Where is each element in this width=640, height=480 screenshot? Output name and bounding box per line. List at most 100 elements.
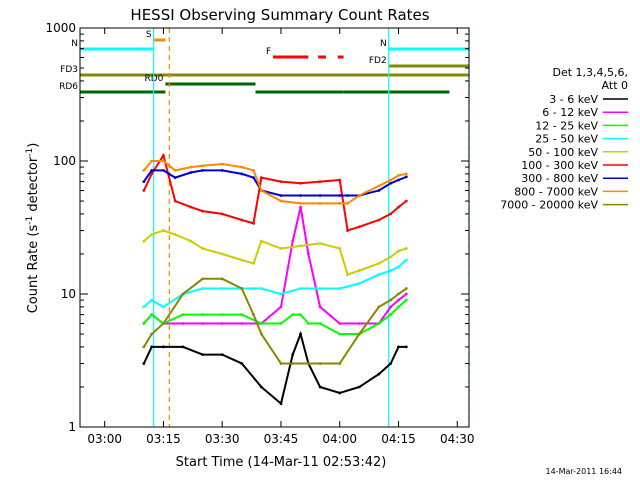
legend-entry: 300 - 800 keV (521, 172, 598, 185)
series-point (318, 322, 322, 325)
series-point (150, 233, 154, 236)
series-point (299, 287, 302, 290)
series-point (299, 244, 302, 248)
series-point (377, 305, 381, 309)
series-point (338, 362, 342, 365)
status-bar-label: N (71, 39, 78, 49)
series-point (220, 162, 224, 166)
series-line (143, 169, 407, 197)
series-point (252, 261, 255, 265)
series-point (338, 322, 342, 325)
series-point (189, 205, 193, 209)
series-point (252, 221, 255, 225)
series-point (150, 345, 154, 349)
y-tick-label: 10 (61, 287, 76, 301)
series-point (346, 273, 349, 276)
y-tick-label: 1 (68, 420, 76, 434)
series-point (201, 277, 205, 281)
series-point (252, 176, 255, 180)
series-point (404, 258, 408, 262)
legend-entry: 12 - 25 keV (535, 119, 598, 132)
series-point (279, 322, 283, 325)
series-point (404, 287, 408, 290)
series-point (397, 205, 400, 209)
series-point (318, 180, 322, 184)
series-point (299, 332, 302, 336)
series-point (291, 313, 295, 317)
series-point (201, 322, 205, 325)
series-point (279, 362, 283, 365)
y-tick-label: 1000 (45, 21, 76, 35)
legend-entry: 50 - 100 keV (528, 146, 598, 159)
x-tick-label: 03:45 (264, 432, 299, 446)
series-point (338, 287, 342, 290)
series-point (181, 345, 185, 349)
series-point (397, 345, 400, 349)
series-point (279, 180, 283, 184)
series-point (404, 298, 408, 302)
series-point (291, 353, 295, 357)
status-bar-label: FD2 (369, 56, 387, 66)
series-point (240, 218, 244, 222)
x-tick-label: 04:30 (440, 432, 475, 446)
series-point (377, 184, 381, 188)
series-point (299, 201, 302, 205)
status-bar-label: F (266, 47, 271, 57)
series-point (291, 239, 295, 243)
x-tick-label: 04:15 (381, 432, 416, 446)
series-point (404, 247, 408, 250)
x-axis-label: Start Time (14-Mar-11 02:53:42) (176, 455, 387, 470)
series-point (142, 345, 146, 349)
series-point (299, 313, 302, 317)
series-point (279, 247, 283, 250)
x-axis: 03:00 03:15 03:30 03:45 04:00 04:15 04:30 (87, 28, 475, 446)
series-point (201, 209, 205, 213)
legend-header: Att 0 (602, 79, 628, 92)
series-point (220, 287, 224, 290)
series-point (306, 362, 310, 365)
series-point (181, 292, 185, 296)
x-tick-label: 03:30 (205, 432, 240, 446)
series-point (318, 194, 322, 197)
series-point (142, 322, 146, 325)
series-point (240, 322, 244, 325)
series-point (389, 178, 393, 182)
series-point (240, 258, 244, 262)
series-point (220, 168, 224, 172)
series-point (389, 212, 393, 216)
series-point (142, 239, 146, 243)
series-point (279, 194, 283, 197)
series-point (338, 332, 342, 336)
series-point (338, 391, 342, 395)
series-point (338, 247, 342, 250)
chart-title: HESSI Observing Summary Count Rates (130, 6, 429, 24)
series-point (162, 229, 165, 232)
series-point (397, 298, 400, 302)
series-point (346, 194, 349, 197)
series-point (357, 282, 361, 285)
series-point (162, 305, 165, 309)
series-point (299, 181, 302, 185)
status-bar-label: RD6 (59, 82, 78, 92)
status-bar-label: N (380, 39, 387, 49)
series-point (220, 322, 224, 325)
series-point (389, 255, 393, 259)
series-point (306, 252, 310, 256)
series-point (240, 313, 244, 317)
series-point (201, 313, 205, 317)
series-point (346, 229, 349, 232)
y-tick-label: 100 (53, 154, 76, 168)
series-point (318, 242, 322, 245)
series-point (357, 194, 361, 197)
y-axis: 1 10 100 1000 (45, 21, 469, 434)
series-point (318, 305, 322, 309)
series-point (220, 252, 224, 256)
legend-entry: 7000 - 20000 keV (500, 199, 598, 212)
series-point (150, 168, 154, 172)
series-point (377, 273, 381, 276)
series-point (220, 277, 224, 281)
series-point (377, 261, 381, 265)
series-point (338, 201, 342, 205)
series-point (173, 168, 177, 172)
series-point (397, 249, 400, 253)
